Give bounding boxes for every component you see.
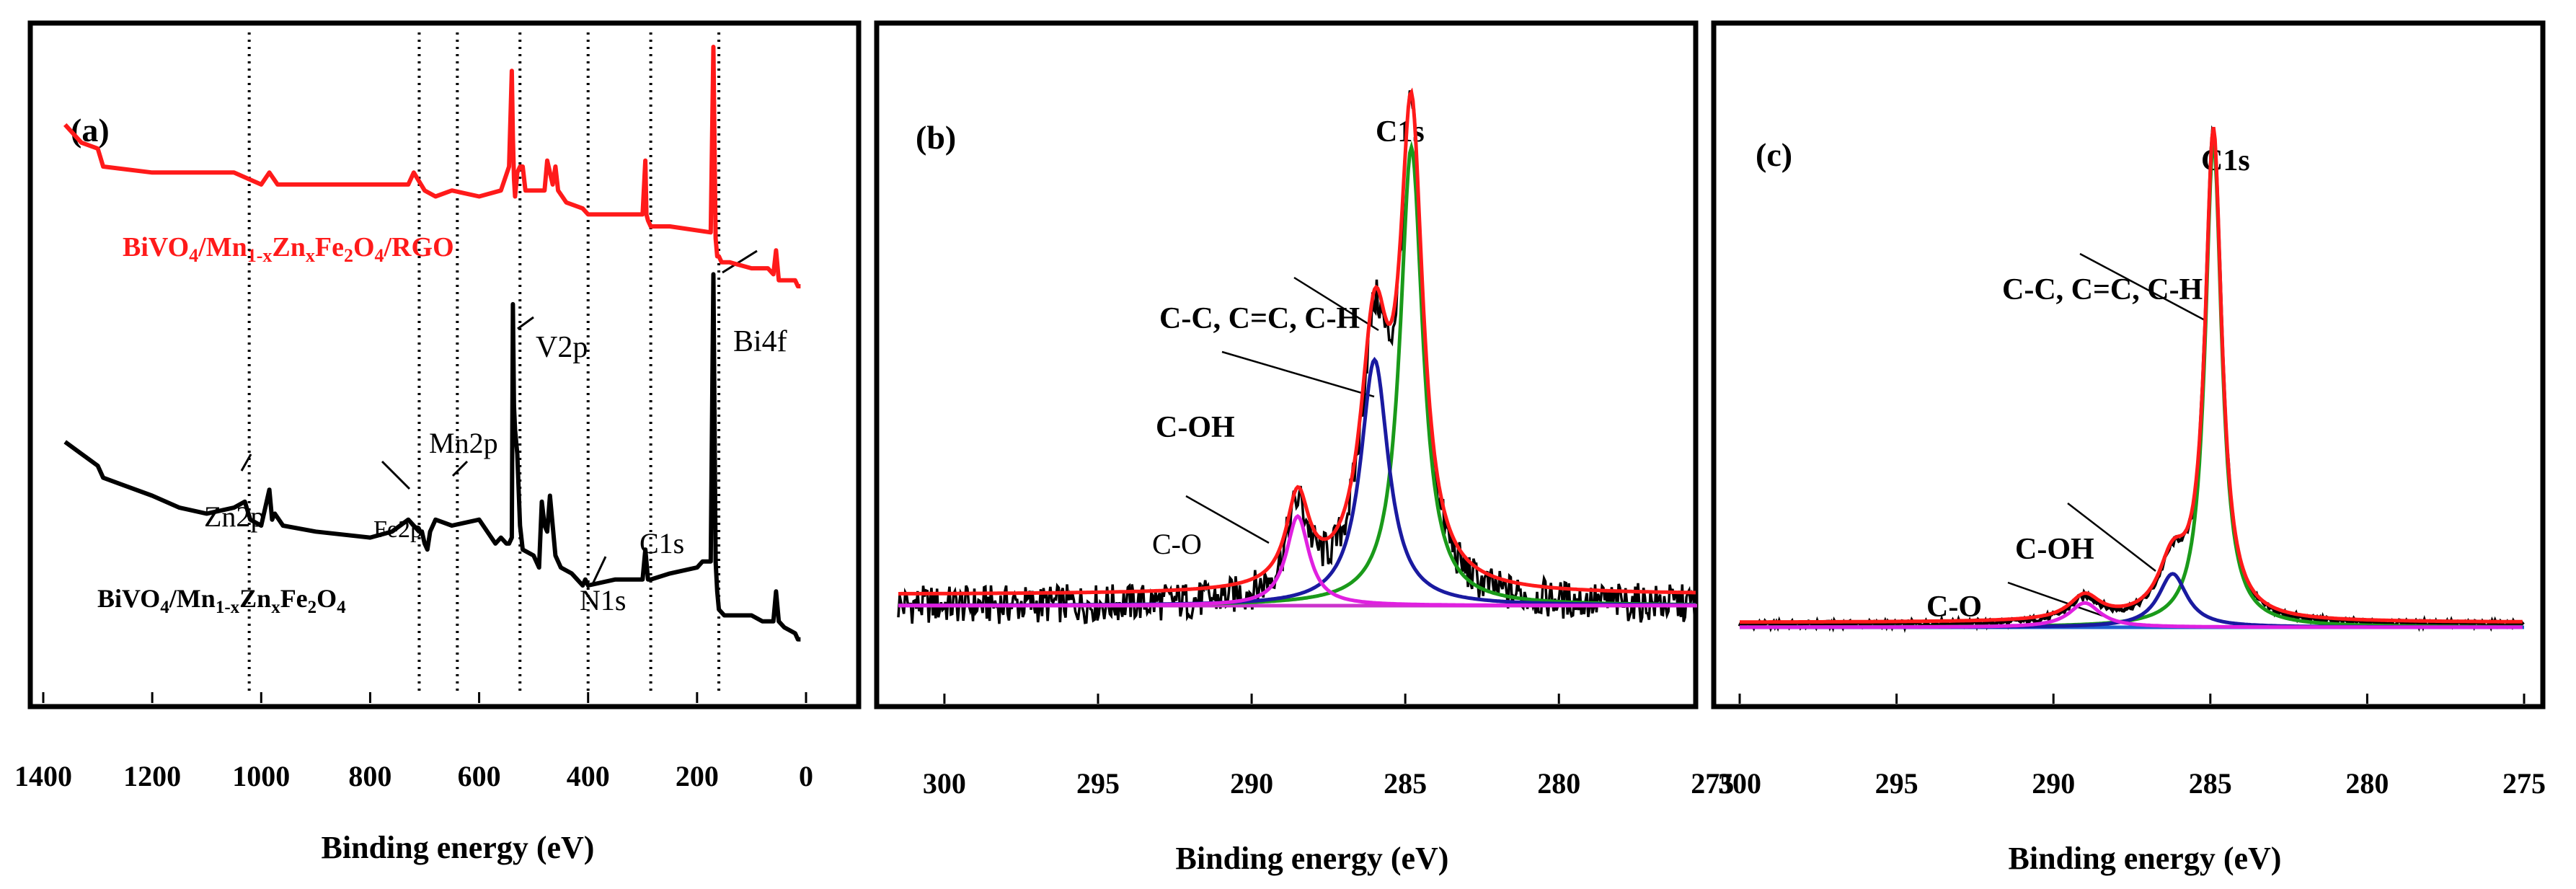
coh-component-line	[898, 356, 1696, 608]
cc-component-line	[898, 141, 1696, 607]
annot-bi4f: Bi4f	[733, 325, 787, 358]
panel-a-tick-label: 0	[799, 760, 813, 792]
tick-label: 295	[1875, 767, 1918, 800]
cc-component-line	[1740, 140, 2523, 629]
annot-mn2p: Mn2p	[429, 427, 498, 459]
tick-label: 290	[2032, 767, 2075, 800]
annot-v2p: V2p	[536, 331, 588, 364]
tick-label: 280	[1537, 767, 1580, 800]
panel-a-tick-label: 400	[567, 760, 610, 792]
panel-c-plot: 300 295 290 285 280 275	[1718, 125, 2546, 800]
annot-co-b: C-O	[1152, 528, 1202, 560]
tick-label: 290	[1230, 767, 1273, 800]
envelope-line	[1740, 126, 2523, 624]
panel-c-letter: (c)	[1756, 136, 1792, 173]
rgo-series-label: BiVO4/Mn1-xZnxFe2O4/RGO	[123, 232, 454, 266]
annot-n1s: N1s	[580, 584, 626, 616]
panel-c-xlabel: Binding energy (eV)	[2009, 841, 2282, 876]
panel-a-letter: (a)	[71, 112, 110, 149]
annot-coh-c: C-OH	[2015, 533, 2094, 566]
rgo-survey-line	[63, 45, 801, 288]
co-component-line	[1740, 601, 2523, 629]
base-series-label: BiVO4/Mn1-xZnxFe2O4	[97, 584, 346, 617]
envelope-line	[898, 87, 1696, 596]
panel-a-tick-label: 1000	[232, 760, 290, 792]
panel-a-tick-label: 800	[348, 760, 391, 792]
tick-label: 285	[2189, 767, 2232, 800]
panel-a-tick-label: 1200	[123, 760, 181, 792]
tick-label: 285	[1384, 767, 1427, 800]
panel-a-xlabel: Binding energy (eV)	[322, 830, 595, 865]
tick-label: 295	[1076, 767, 1120, 800]
panel-a-tick-label: 600	[458, 760, 501, 792]
panel-b-xlabel: Binding energy (eV)	[1176, 841, 1449, 876]
panel-a-tick-label: 1400	[14, 760, 72, 792]
tick-label: 275	[2502, 767, 2546, 800]
panel-a-frame	[27, 20, 862, 709]
panel-a-plot: 1400 1200 1000 800 600 400 200 0	[14, 32, 813, 792]
panel-bc-leaders	[1185, 252, 2207, 620]
raw-spectrum-line	[897, 90, 1698, 624]
base-survey-line	[63, 272, 801, 642]
tick-label: 280	[2345, 767, 2389, 800]
co-component-line	[898, 513, 1696, 608]
annot-cc-c: C-C, C=C, C-H	[2002, 273, 2203, 306]
annot-cc-b: C-C, C=C, C-H	[1159, 302, 1360, 335]
tick-label: 300	[923, 767, 966, 800]
panel-a-arrows	[240, 249, 758, 585]
panel-c-frame	[1711, 20, 2546, 709]
panel-b-frame	[874, 20, 1699, 709]
tick-label: 275	[1691, 767, 1734, 800]
annot-co-c: C-O	[1926, 591, 1982, 624]
panel-b-letter: (b)	[916, 119, 956, 156]
tick-label: 300	[1718, 767, 1761, 800]
panel-a-tick-label: 200	[676, 760, 719, 792]
annot-coh-b: C-OH	[1156, 411, 1235, 444]
panel-b-plot: 300 295 290 285 280 275	[897, 87, 1734, 800]
